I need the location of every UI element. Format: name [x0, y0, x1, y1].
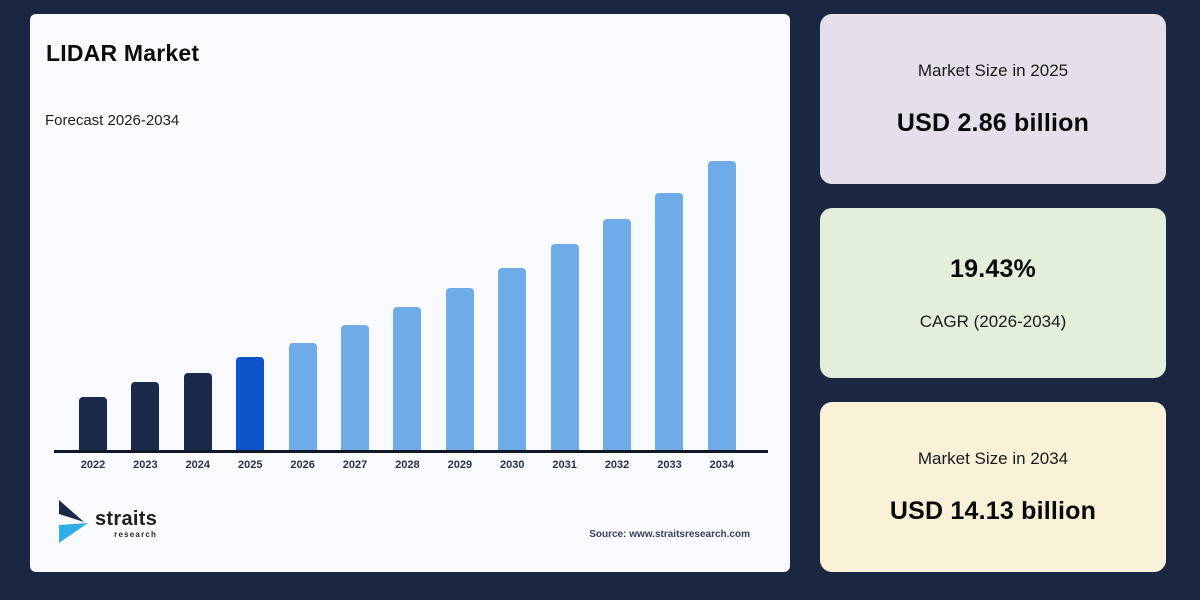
- year-label-2029: 2029: [447, 459, 473, 471]
- stat-card-market-size-2025: Market Size in 2025 USD 2.86 billion: [820, 14, 1166, 184]
- bar-2030: [498, 268, 527, 450]
- bar-2023: [131, 382, 160, 450]
- stats-panel: Market Size in 2025 USD 2.86 billion 19.…: [820, 14, 1166, 572]
- bar-2029: [445, 288, 474, 450]
- year-label-2024: 2024: [185, 459, 211, 471]
- stat-label: Market Size in 2025: [917, 60, 1069, 80]
- chart-subtitle: Forecast 2026-2034: [45, 112, 180, 129]
- year-label-2034: 2034: [709, 459, 735, 471]
- stat-value: 19.43%: [950, 254, 1036, 283]
- year-label-2030: 2030: [500, 459, 525, 471]
- year-label-2027: 2027: [342, 459, 368, 471]
- bar-2032: [603, 219, 632, 450]
- straits-research-logo: straits research: [58, 499, 157, 548]
- bar-2026: [288, 343, 317, 450]
- bar-2024: [183, 373, 212, 450]
- year-label-2022: 2022: [80, 459, 106, 471]
- year-label-2032: 2032: [604, 459, 630, 471]
- year-label-2028: 2028: [395, 459, 420, 471]
- stat-card-cagr: 19.43% CAGR (2026-2034): [820, 208, 1166, 378]
- bar-2031: [550, 244, 579, 450]
- bar-2028: [393, 307, 422, 450]
- stat-value: USD 2.86 billion: [896, 108, 1090, 137]
- stat-value: USD 14.13 billion: [889, 496, 1097, 525]
- year-label-2031: 2031: [552, 459, 577, 471]
- year-label-2025: 2025: [237, 459, 263, 471]
- stat-label: CAGR (2026-2034): [919, 311, 1067, 331]
- stat-card-market-size-2034: Market Size in 2034 USD 14.13 billion: [820, 402, 1166, 572]
- logo-text: straits research: [95, 509, 157, 539]
- bar-2025: [236, 357, 265, 450]
- bar-series: [54, 153, 768, 453]
- logo-name: straits: [95, 507, 158, 530]
- year-label-2026: 2026: [290, 459, 315, 471]
- stat-label: Market Size in 2034: [917, 448, 1069, 468]
- year-label-2023: 2023: [133, 459, 158, 471]
- bar-2027: [341, 325, 370, 450]
- source-text: Source: www.straitsresearch.com: [589, 529, 750, 540]
- bar-chart: 2022 2023 2024 2025 2026 2027 2028 2029 2030 2031…: [54, 153, 768, 471]
- x-axis-labels: 2022 2023 2024 2025 2026 2027 2028 2029 2030 2031…: [54, 459, 768, 471]
- straits-arrow-icon: [58, 499, 90, 548]
- bar-2022: [79, 397, 107, 450]
- chart-title: LIDAR Market: [46, 40, 200, 66]
- market-chart-card: LIDAR Market Forecast 2026-2034 2022 2023…: [30, 14, 790, 572]
- bar-2034: [707, 161, 736, 450]
- logo-subname: research: [114, 529, 158, 539]
- year-label-2033: 2033: [657, 459, 682, 471]
- bar-2033: [655, 193, 684, 450]
